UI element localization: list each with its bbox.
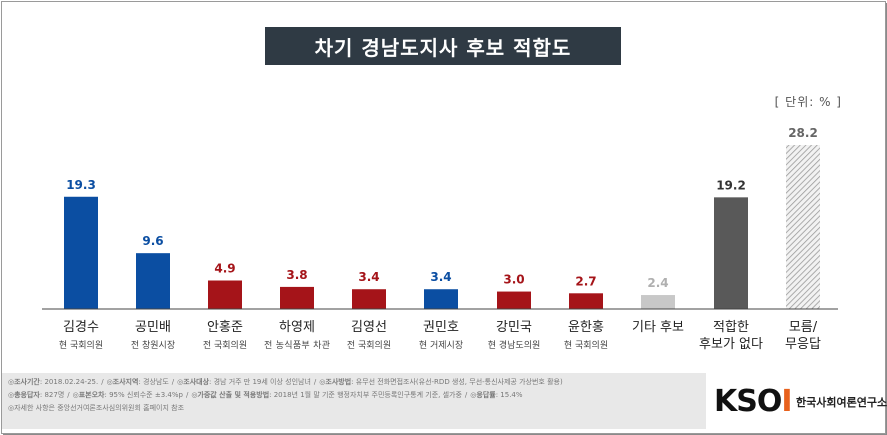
bar-9 [641, 295, 675, 309]
category-label: 기타 후보 [632, 320, 684, 335]
footer-separator: / [67, 391, 70, 399]
category-label: 김영선 [351, 320, 387, 335]
category-subtitle: 현 국회의원 [59, 340, 103, 351]
footer-line-3: ◎자세한 사항은 중앙선거여론조사심의위원회 홈페이지 참조 [8, 404, 185, 412]
footer-key: ◎조사방법 [319, 378, 352, 386]
footer-key: ◎조사기간 [8, 378, 40, 386]
category-subtitle: 현 경남도의원 [488, 339, 541, 351]
bar-11 [786, 145, 820, 309]
footer-separator: / [313, 378, 317, 386]
footer-value: : 유무선 전화면접조사(유선-RDD 생성, 무선-통신사제공 가상번호 활용… [351, 378, 563, 386]
footer-value: : 경남 거주 만 19세 이상 성인남녀 [209, 378, 311, 386]
footer-value: : 827명 [39, 391, 65, 399]
footer-separator: / [185, 391, 189, 399]
footer-value: : 경상남도 [138, 378, 169, 386]
survey-footer: ◎조사기간: 2018.02.24-25. / ◎조사지역: 경상남도 / ◎조사대상:… [2, 373, 706, 429]
category-label: 권민호 [423, 320, 459, 335]
category-label: 하영제 [279, 320, 315, 335]
value-label: 3.8 [286, 268, 307, 282]
bar-10 [714, 197, 748, 309]
value-label: 9.6 [142, 234, 163, 248]
chart-title: 차기 경남도지사 후보 적합도 [265, 27, 621, 65]
bar-7 [497, 291, 531, 309]
bar-1 [64, 196, 98, 309]
bars-group: 19.3 9.6 4.9 3.8 3.4 3.4 3.0 2.7 2.4 19.2 28.2 [64, 126, 820, 309]
bar-6 [424, 289, 458, 309]
footer-key: ◎응답률 [470, 391, 496, 399]
logo-mark: KSOI [714, 384, 793, 419]
value-label: 2.4 [647, 276, 668, 290]
bar-8 [569, 293, 603, 309]
ksoi-logo: KSOI 한국사회여론연구소 [708, 378, 887, 422]
value-label: 2.7 [575, 274, 596, 288]
category-label: 후보가 없다 [699, 337, 763, 352]
footer-separator: / [171, 378, 175, 386]
category-subtitle: 전 농식품부 차관 [264, 339, 330, 351]
footer-line-2: ◎총응답자: 827명 / ◎표본오차: 95% 신뢰수준 ±3.4%p / ◎가중값 … [8, 389, 706, 402]
category-label: 모름/ [789, 320, 818, 335]
footer-key: ◎가중값 산출 및 적용방법 [191, 391, 270, 399]
category-subtitle: 현 국회의원 [564, 340, 608, 351]
footer-separator: / [464, 391, 468, 399]
category-label: 강민국 [496, 320, 532, 335]
value-label: 3.0 [503, 273, 524, 287]
category-label: 적합한 [713, 320, 749, 335]
footer-value: : 15.4% [495, 391, 523, 399]
bar-4 [280, 286, 314, 309]
category-subtitle: 현 거제시장 [419, 340, 463, 351]
footer-value: : 95% 신뢰수준 ±3.4%p [104, 391, 183, 399]
unit-label: [ 단위: % ] [774, 95, 842, 109]
footer-separator: / [101, 378, 104, 386]
bar-3 [208, 280, 242, 309]
category-subtitle: 전 국회의원 [203, 340, 247, 351]
value-label: 28.2 [788, 126, 818, 140]
footer-value: : 2018.02.24-25. [39, 378, 99, 386]
bar-5 [352, 289, 386, 309]
bar-2 [136, 253, 170, 309]
value-label: 19.2 [716, 178, 746, 192]
category-label: 김경수 [63, 320, 99, 335]
footer-key: ◎조사대상 [177, 378, 210, 386]
category-subtitle: 전 국회의원 [347, 340, 391, 351]
footer-line-1: ◎조사기간: 2018.02.24-25. / ◎조사지역: 경상남도 / ◎조사대상:… [8, 376, 706, 389]
footer-key: ◎표본오차 [72, 391, 105, 399]
logo-name: 한국사회여론연구소 [796, 396, 887, 409]
category-label: 윤한홍 [568, 320, 604, 335]
category-label: 무응답 [785, 337, 821, 352]
category-label: 공민배 [135, 320, 171, 335]
value-label: 19.3 [66, 178, 96, 192]
footer-key: ◎조사지역 [106, 378, 139, 386]
value-label: 4.9 [214, 262, 235, 276]
value-label: 3.4 [430, 270, 451, 284]
footer-value: : 2018년 1월 말 기준 행정자치부 주민등록인구통계 기준, 셀가중 [269, 391, 462, 399]
category-subtitle: 전 창원시장 [131, 340, 175, 351]
category-label: 안홍준 [207, 320, 243, 335]
footer-key: ◎총응답자 [8, 391, 40, 399]
value-label: 3.4 [358, 270, 379, 284]
